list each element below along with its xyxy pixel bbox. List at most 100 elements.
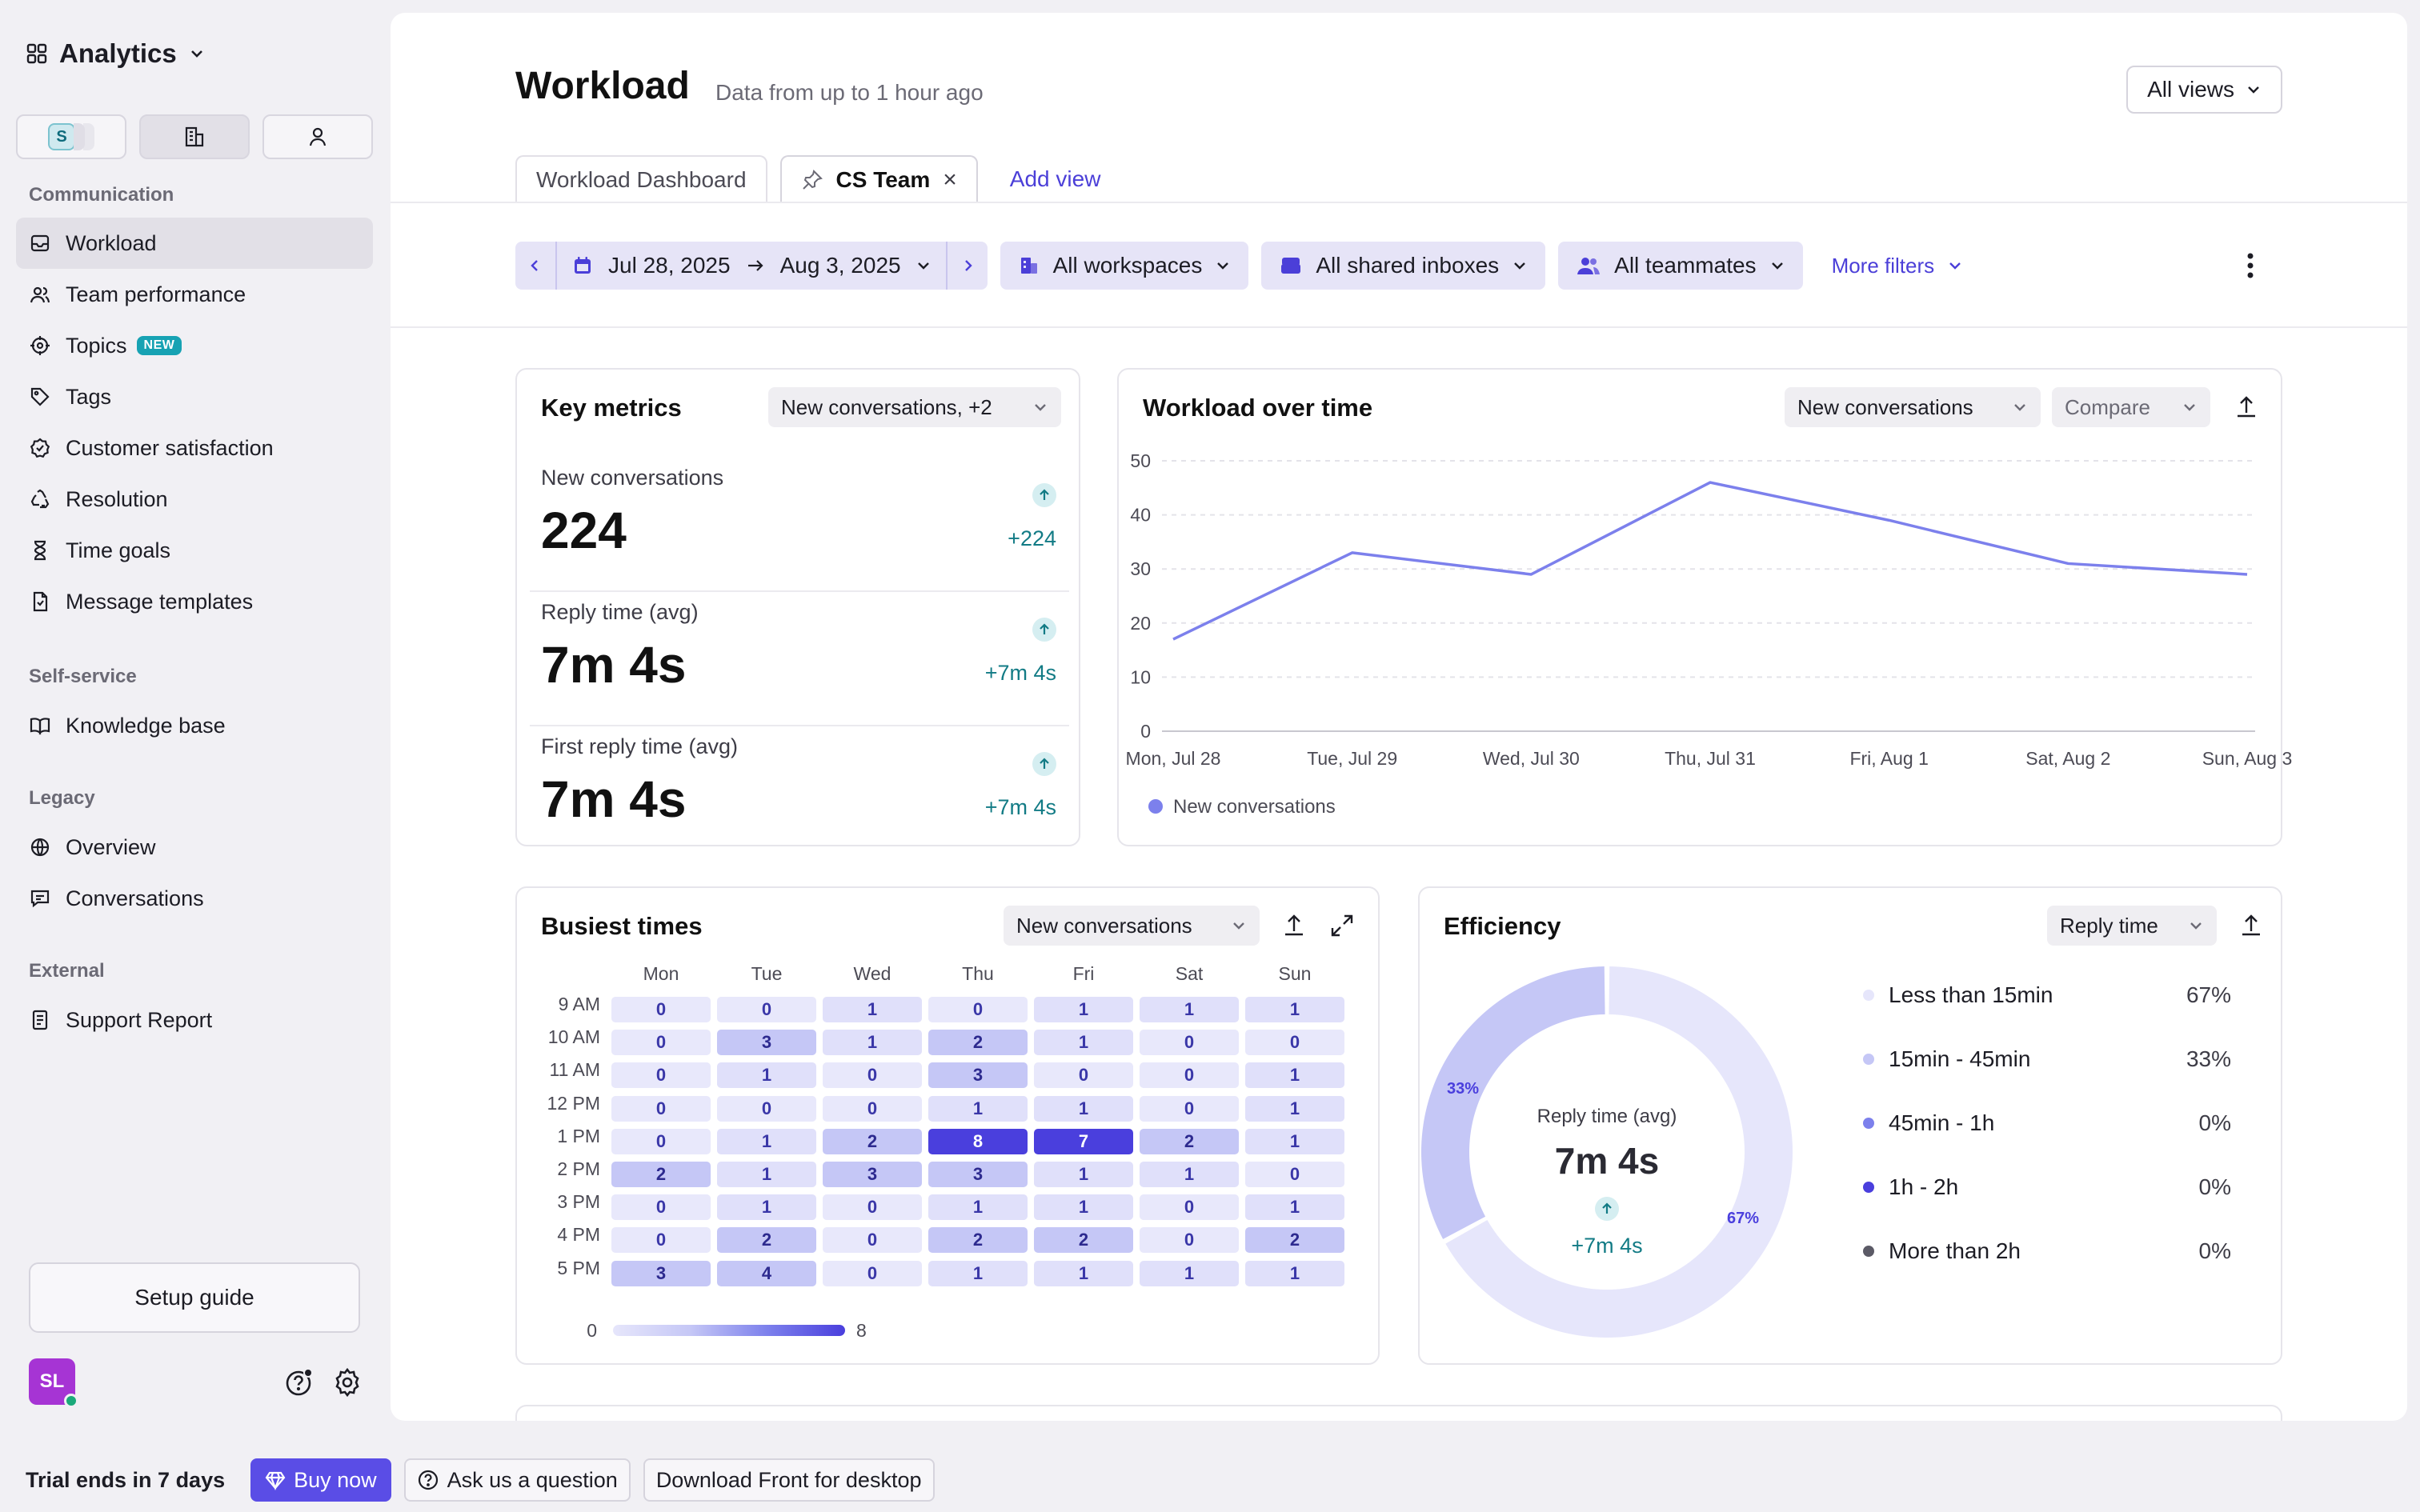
sidebar-item-conversations[interactable]: Conversations — [16, 873, 373, 924]
workspaces-filter[interactable]: All workspaces — [1000, 242, 1249, 290]
heatmap-cell[interactable]: 0 — [1245, 1030, 1344, 1056]
heatmap-cell[interactable]: 1 — [928, 1260, 1028, 1286]
sidebar-item-resolution[interactable]: Resolution — [16, 474, 373, 525]
heatmap-cell[interactable]: 7 — [1034, 1128, 1133, 1154]
heatmap-cell[interactable]: 3 — [823, 1162, 922, 1187]
heatmap-cell[interactable]: 0 — [1245, 1162, 1344, 1187]
heatmap-cell[interactable]: 0 — [823, 1095, 922, 1122]
heatmap-cell[interactable]: 1 — [823, 1030, 922, 1056]
heatmap-cell[interactable]: 2 — [1245, 1227, 1344, 1254]
heatmap-cell[interactable]: 1 — [1245, 1194, 1344, 1221]
more-options-icon[interactable] — [2246, 251, 2255, 280]
heatmap-cell[interactable]: 0 — [717, 1095, 816, 1122]
heatmap-cell[interactable]: 2 — [928, 1227, 1028, 1254]
heatmap-cell[interactable]: 0 — [1140, 1095, 1239, 1122]
sidebar-item-customer-satisfaction[interactable]: Customer satisfaction — [16, 422, 373, 474]
heatmap-cell[interactable]: 4 — [717, 1260, 816, 1286]
scope-workspace-button[interactable]: S — [16, 114, 126, 159]
help-icon[interactable] — [283, 1366, 315, 1398]
app-switcher[interactable]: Analytics — [26, 38, 206, 69]
heatmap-cell[interactable]: 1 — [717, 1128, 816, 1154]
heatmap-cell[interactable]: 1 — [1245, 1062, 1344, 1089]
inboxes-filter[interactable]: All shared inboxes — [1261, 242, 1546, 290]
all-views-dropdown[interactable]: All views — [2126, 66, 2282, 114]
busiest-metric-selector[interactable]: New conversations — [1004, 906, 1260, 946]
heatmap-cell[interactable]: 1 — [1034, 997, 1133, 1022]
heatmap-cell[interactable]: 0 — [1140, 1030, 1239, 1056]
sidebar-item-topics[interactable]: Topics NEW — [16, 320, 373, 371]
sidebar-item-support-report[interactable]: Support Report — [16, 994, 373, 1046]
heatmap-cell[interactable]: 1 — [717, 1194, 816, 1221]
heatmap-cell[interactable]: 0 — [1140, 1194, 1239, 1221]
heatmap-cell[interactable]: 0 — [928, 997, 1028, 1022]
heatmap-cell[interactable]: 2 — [717, 1227, 816, 1254]
heatmap-cell[interactable]: 0 — [611, 1128, 711, 1154]
heatmap-cell[interactable]: 3 — [717, 1030, 816, 1056]
heatmap-cell[interactable]: 1 — [1034, 1095, 1133, 1122]
export-icon[interactable] — [1280, 912, 1308, 939]
export-icon[interactable] — [2233, 394, 2260, 421]
sidebar-item-team-performance[interactable]: Team performance — [16, 269, 373, 320]
previous-period-button[interactable] — [515, 242, 555, 290]
heatmap-cell[interactable]: 1 — [1245, 1260, 1344, 1286]
tab-workload-dashboard[interactable]: Workload Dashboard — [515, 155, 767, 203]
pin-icon[interactable] — [801, 169, 823, 191]
heatmap-cell[interactable]: 0 — [1140, 1062, 1239, 1089]
heatmap-cell[interactable]: 2 — [1034, 1227, 1133, 1254]
heatmap-cell[interactable]: 0 — [1140, 1227, 1239, 1254]
heatmap-cell[interactable]: 3 — [928, 1162, 1028, 1187]
heatmap-cell[interactable]: 2 — [1140, 1128, 1239, 1154]
download-desktop-button[interactable]: Download Front for desktop — [643, 1458, 935, 1502]
heatmap-cell[interactable]: 0 — [611, 1095, 711, 1122]
scope-user-button[interactable] — [262, 114, 373, 159]
compare-selector[interactable]: Compare — [2052, 387, 2210, 427]
heatmap-cell[interactable]: 1 — [1034, 1162, 1133, 1187]
heatmap-cell[interactable]: 1 — [1140, 997, 1239, 1022]
heatmap-cell[interactable]: 1 — [717, 1162, 816, 1187]
heatmap-cell[interactable]: 0 — [823, 1194, 922, 1221]
efficiency-metric-selector[interactable]: Reply time — [2047, 906, 2217, 946]
heatmap-cell[interactable]: 1 — [1245, 997, 1344, 1022]
heatmap-cell[interactable]: 0 — [611, 1227, 711, 1254]
sidebar-item-knowledge-base[interactable]: Knowledge base — [16, 700, 373, 751]
gear-icon[interactable] — [331, 1366, 363, 1398]
heatmap-cell[interactable]: 0 — [823, 1227, 922, 1254]
sidebar-item-overview[interactable]: Overview — [16, 822, 373, 873]
date-range-button[interactable]: Jul 28, 2025 Aug 3, 2025 — [555, 242, 948, 290]
heatmap-cell[interactable]: 1 — [928, 1095, 1028, 1122]
heatmap-cell[interactable]: 1 — [928, 1194, 1028, 1221]
setup-guide-button[interactable]: Setup guide — [29, 1262, 360, 1333]
export-icon[interactable] — [2238, 912, 2265, 939]
ask-question-button[interactable]: Ask us a question — [403, 1458, 631, 1502]
heatmap-cell[interactable]: 0 — [1034, 1062, 1133, 1089]
next-period-button[interactable] — [948, 242, 988, 290]
more-filters-button[interactable]: More filters — [1816, 254, 1964, 278]
heatmap-cell[interactable]: 1 — [1245, 1128, 1344, 1154]
workload-metric-selector[interactable]: New conversations — [1785, 387, 2041, 427]
tab-cs-team[interactable]: CS Team × — [779, 155, 978, 203]
heatmap-cell[interactable]: 0 — [823, 1062, 922, 1089]
buy-now-button[interactable]: Buy now — [250, 1458, 391, 1502]
sidebar-item-message-templates[interactable]: Message templates — [16, 576, 373, 627]
heatmap-cell[interactable]: 0 — [611, 1194, 711, 1221]
heatmap-cell[interactable]: 2 — [823, 1128, 922, 1154]
heatmap-cell[interactable]: 1 — [1245, 1095, 1344, 1122]
expand-icon[interactable] — [1328, 912, 1356, 939]
heatmap-cell[interactable]: 1 — [717, 1062, 816, 1089]
key-metrics-selector[interactable]: New conversations, +2 — [768, 387, 1061, 427]
heatmap-cell[interactable]: 1 — [823, 997, 922, 1022]
heatmap-cell[interactable]: 2 — [611, 1162, 711, 1187]
heatmap-cell[interactable]: 1 — [1140, 1162, 1239, 1187]
sidebar-item-workload[interactable]: Workload — [16, 218, 373, 269]
heatmap-cell[interactable]: 2 — [928, 1030, 1028, 1056]
heatmap-cell[interactable]: 3 — [928, 1062, 1028, 1089]
heatmap-cell[interactable]: 0 — [717, 997, 816, 1022]
scope-company-button[interactable] — [139, 114, 250, 159]
sidebar-item-time-goals[interactable]: Time goals — [16, 525, 373, 576]
close-icon[interactable]: × — [943, 166, 957, 193]
avatar[interactable]: SL — [29, 1358, 78, 1408]
heatmap-cell[interactable]: 1 — [1140, 1260, 1239, 1286]
sidebar-item-tags[interactable]: Tags — [16, 371, 373, 422]
heatmap-cell[interactable]: 1 — [1034, 1194, 1133, 1221]
heatmap-cell[interactable]: 0 — [611, 997, 711, 1022]
